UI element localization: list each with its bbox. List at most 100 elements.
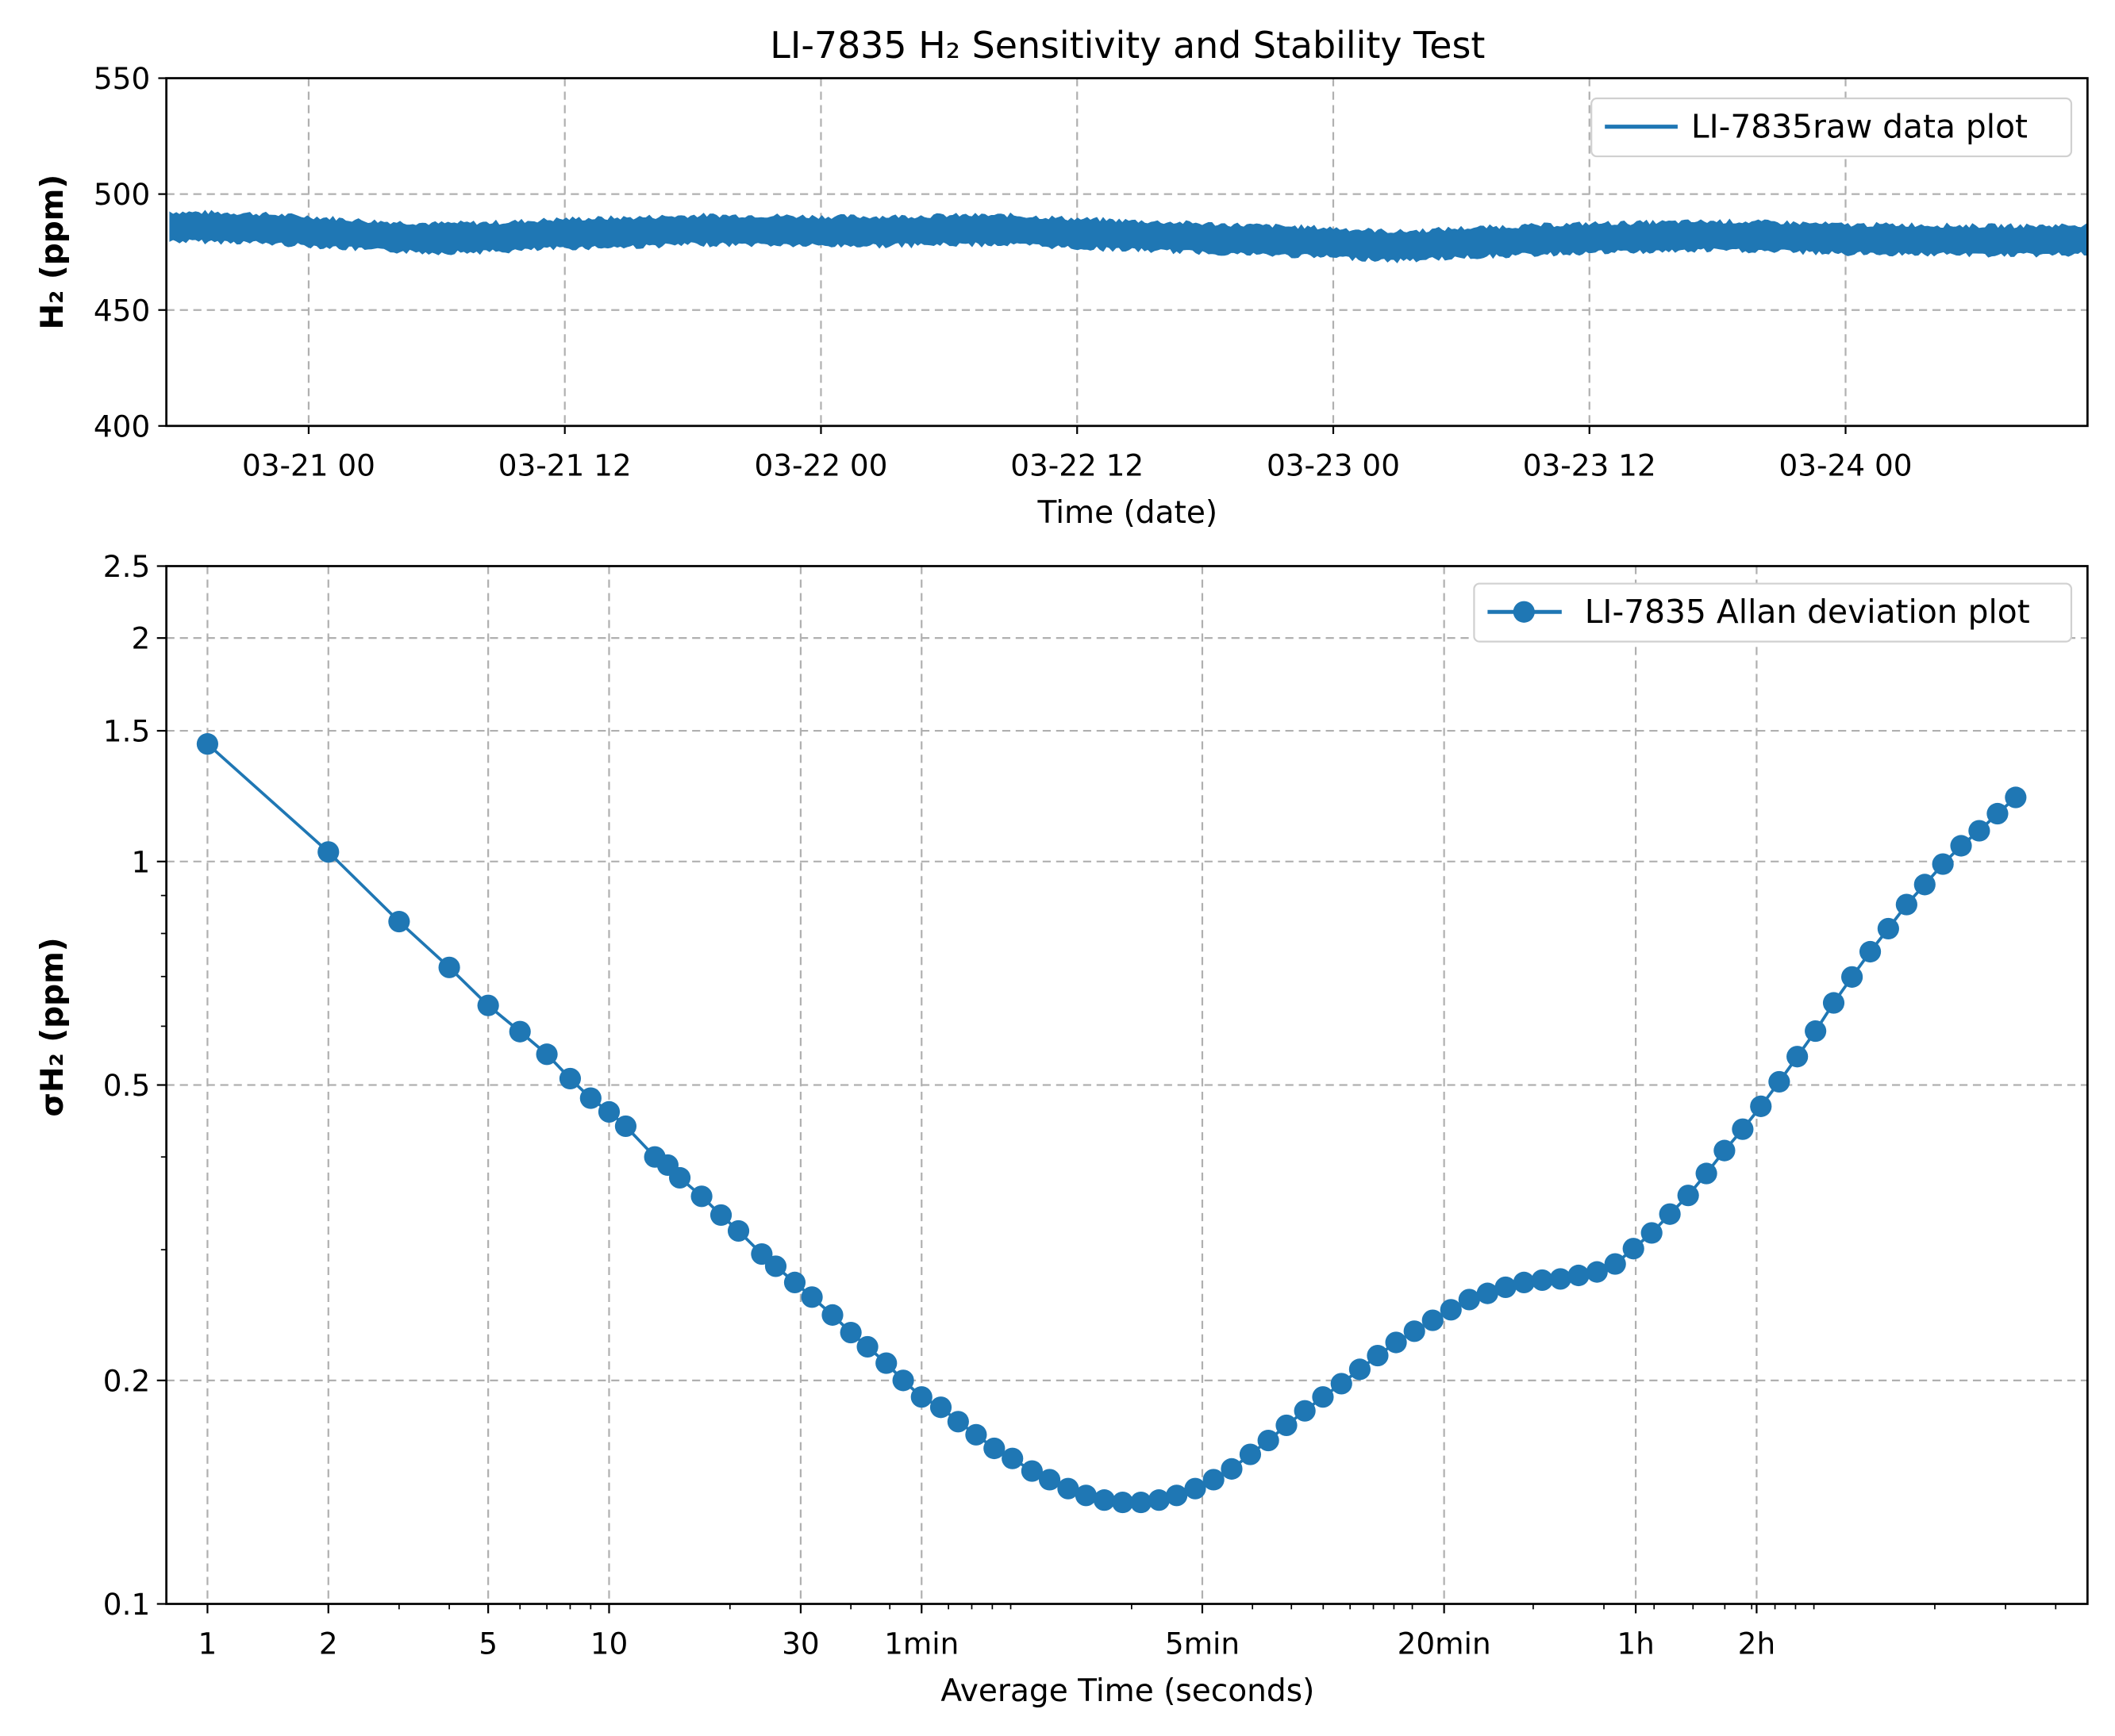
x-tick-label: 03-21 00 [242,448,375,483]
y-tick-label: 400 [94,409,150,444]
x-tick-label: 03-22 12 [1010,448,1144,483]
data-point [1768,1070,1790,1093]
data-point [598,1100,621,1123]
y-tick-label: 0.2 [103,1363,150,1398]
data-point [965,1423,987,1446]
legend-box [1590,97,2073,158]
data-point [1148,1489,1170,1511]
x-tick-label: 03-22 00 [754,448,887,483]
legend-box [1473,582,2073,643]
data-point [1640,1222,1663,1244]
data-point [1859,940,1882,963]
data-point [317,841,340,863]
data-point [196,733,219,755]
data-point [1184,1477,1206,1500]
y-tick-label: 2 [131,621,150,656]
y-tick-label: 450 [94,293,150,328]
data-point [1822,992,1845,1014]
allan-deviation-panel: 0.1 0.2 0.5 1 1.5 2 2.5 1 2 5 10 30 1min 5min 20min 1h 2… [103,549,2089,1661]
y-tick-label: 550 [94,61,150,96]
data-point [1549,1268,1571,1290]
data-point [388,910,410,933]
data-point [983,1437,1006,1460]
data-point [1968,820,1990,842]
data-point [1494,1276,1517,1299]
plot-frame [165,565,2089,1605]
data-point [1986,802,2009,825]
data-point [1403,1320,1425,1342]
data-point [614,1115,637,1138]
data-point [2005,786,2027,808]
data-point [1604,1253,1626,1275]
data-point [1057,1477,1079,1500]
legend-label: LI-7835 Allan deviation plot [1585,593,2030,631]
data-point [947,1411,969,1433]
data-point [1021,1460,1043,1482]
x-tick-label: 2h [1738,1626,1775,1661]
x-tick-label: 30 [782,1626,820,1661]
data-point [509,1020,531,1043]
bottom-x-axis-label: Average Time (seconds) [940,1673,1314,1709]
data-point [668,1166,691,1189]
y-tick-label: 2.5 [103,549,150,584]
data-point [764,1255,787,1277]
legend: LI-7835raw data plot [1590,97,2073,158]
data-point [1659,1203,1681,1225]
data-point [1713,1139,1736,1162]
bottom-y-axis-label: σH₂ (ppm) [35,937,71,1116]
x-tick-label: 1min [884,1626,959,1661]
y-tick-label: 1 [131,844,150,879]
data-point [1038,1469,1061,1491]
data-point [579,1087,602,1109]
data-point [438,956,460,978]
data-point [1805,1020,1827,1043]
y-tick-label: 0.5 [103,1068,150,1103]
data-point [1458,1289,1480,1311]
plot-frame [165,77,2089,428]
data-point [536,1043,558,1066]
data-point [1367,1344,1389,1367]
data-point [1002,1447,1024,1469]
data-point [1130,1492,1152,1514]
data-point [1440,1299,1462,1321]
data-point [1421,1309,1444,1331]
data-point [1513,1271,1535,1293]
x-tick-label: 5 [479,1626,498,1661]
legend: LI-7835 Allan deviation plot [1473,582,2073,643]
data-point [1330,1373,1352,1395]
top-y-axis-label: H₂ (ppm) [35,175,71,330]
x-tick-label: 5min [1165,1626,1240,1661]
legend-label: LI-7835raw data plot [1691,107,2028,145]
data-point [477,994,499,1016]
y-tick-label: 500 [94,177,150,212]
data-point [1257,1429,1279,1452]
y-tick-label: 0.1 [103,1587,150,1622]
data-point [1695,1162,1717,1185]
data-point [1786,1046,1809,1068]
data-point [1932,853,1954,875]
y-tick-label: 1.5 [103,714,150,749]
data-point [1111,1492,1134,1514]
data-point [1622,1238,1644,1260]
data-point [727,1219,750,1242]
data-point [1385,1331,1407,1354]
data-point [1202,1469,1225,1491]
x-tick-label: 1 [198,1626,217,1661]
data-point [559,1067,582,1090]
data-point [1476,1282,1498,1304]
data-point [1348,1358,1371,1381]
data-point [929,1396,952,1419]
chart-title: LI-7835 H₂ Sensitivity and Stability Tes… [770,24,1485,67]
data-point [1221,1458,1243,1480]
x-tick-label: 10 [590,1626,629,1661]
data-point [1294,1400,1316,1422]
data-point [1312,1386,1334,1408]
data-point [1166,1484,1188,1507]
data-point [910,1386,933,1408]
x-tick-label: 2 [319,1626,338,1661]
data-point [1075,1484,1098,1507]
data-point [1567,1264,1590,1287]
data-point [1732,1118,1754,1140]
data-point [709,1204,733,1227]
